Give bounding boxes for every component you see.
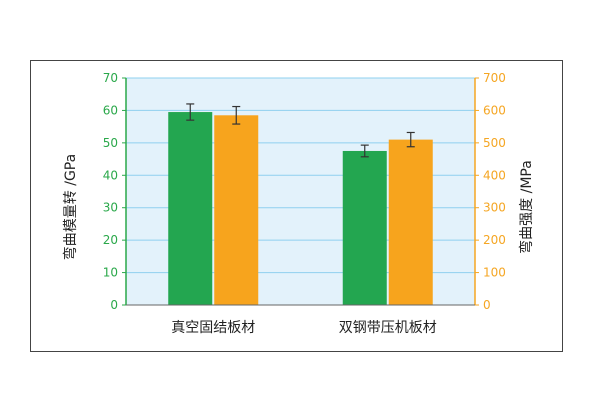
y-left-tick-label: 30 — [103, 201, 118, 215]
y-left-tick-label: 10 — [103, 266, 118, 280]
tick-labels: 0 0 10 100 20 200 30 300 40 400 50 500 60 600 70 700 真空固… — [103, 71, 506, 336]
bar — [342, 150, 387, 305]
y-axis-left-title: 弯曲模量转 /GPa — [62, 154, 79, 260]
x-tick-label: 真空固结板材 — [171, 320, 255, 336]
bar — [214, 115, 259, 305]
y-right-tick-label: 300 — [483, 201, 506, 215]
bar — [388, 139, 433, 305]
y-right-tick-label: 700 — [483, 71, 506, 85]
x-tick-label: 双钢带压机板材 — [339, 320, 437, 336]
y-right-tick-label: 0 — [483, 298, 491, 312]
bars — [168, 112, 433, 305]
y-left-tick-label: 50 — [103, 136, 118, 150]
y-right-tick-label: 600 — [483, 103, 506, 117]
axes — [122, 77, 479, 306]
error-bars — [186, 103, 415, 158]
y-right-tick-label: 400 — [483, 168, 506, 182]
y-right-tick-label: 100 — [483, 266, 506, 280]
y-left-tick-label: 0 — [110, 298, 118, 312]
y-left-tick-label: 60 — [103, 103, 118, 117]
y-axis-right-title: 弯曲强度 /MPa — [518, 160, 535, 254]
chart-frame: 0 0 10 100 20 200 30 300 40 400 50 500 60 600 70 700 真空固… — [30, 60, 563, 352]
bar — [168, 112, 213, 305]
bar-chart: 0 0 10 100 20 200 30 300 40 400 50 500 60 600 70 700 真空固… — [62, 71, 535, 336]
y-right-tick-label: 500 — [483, 136, 506, 150]
y-left-tick-label: 20 — [103, 233, 118, 247]
y-left-tick-label: 70 — [103, 71, 118, 85]
y-right-tick-label: 200 — [483, 233, 506, 247]
y-left-tick-label: 40 — [103, 168, 118, 182]
